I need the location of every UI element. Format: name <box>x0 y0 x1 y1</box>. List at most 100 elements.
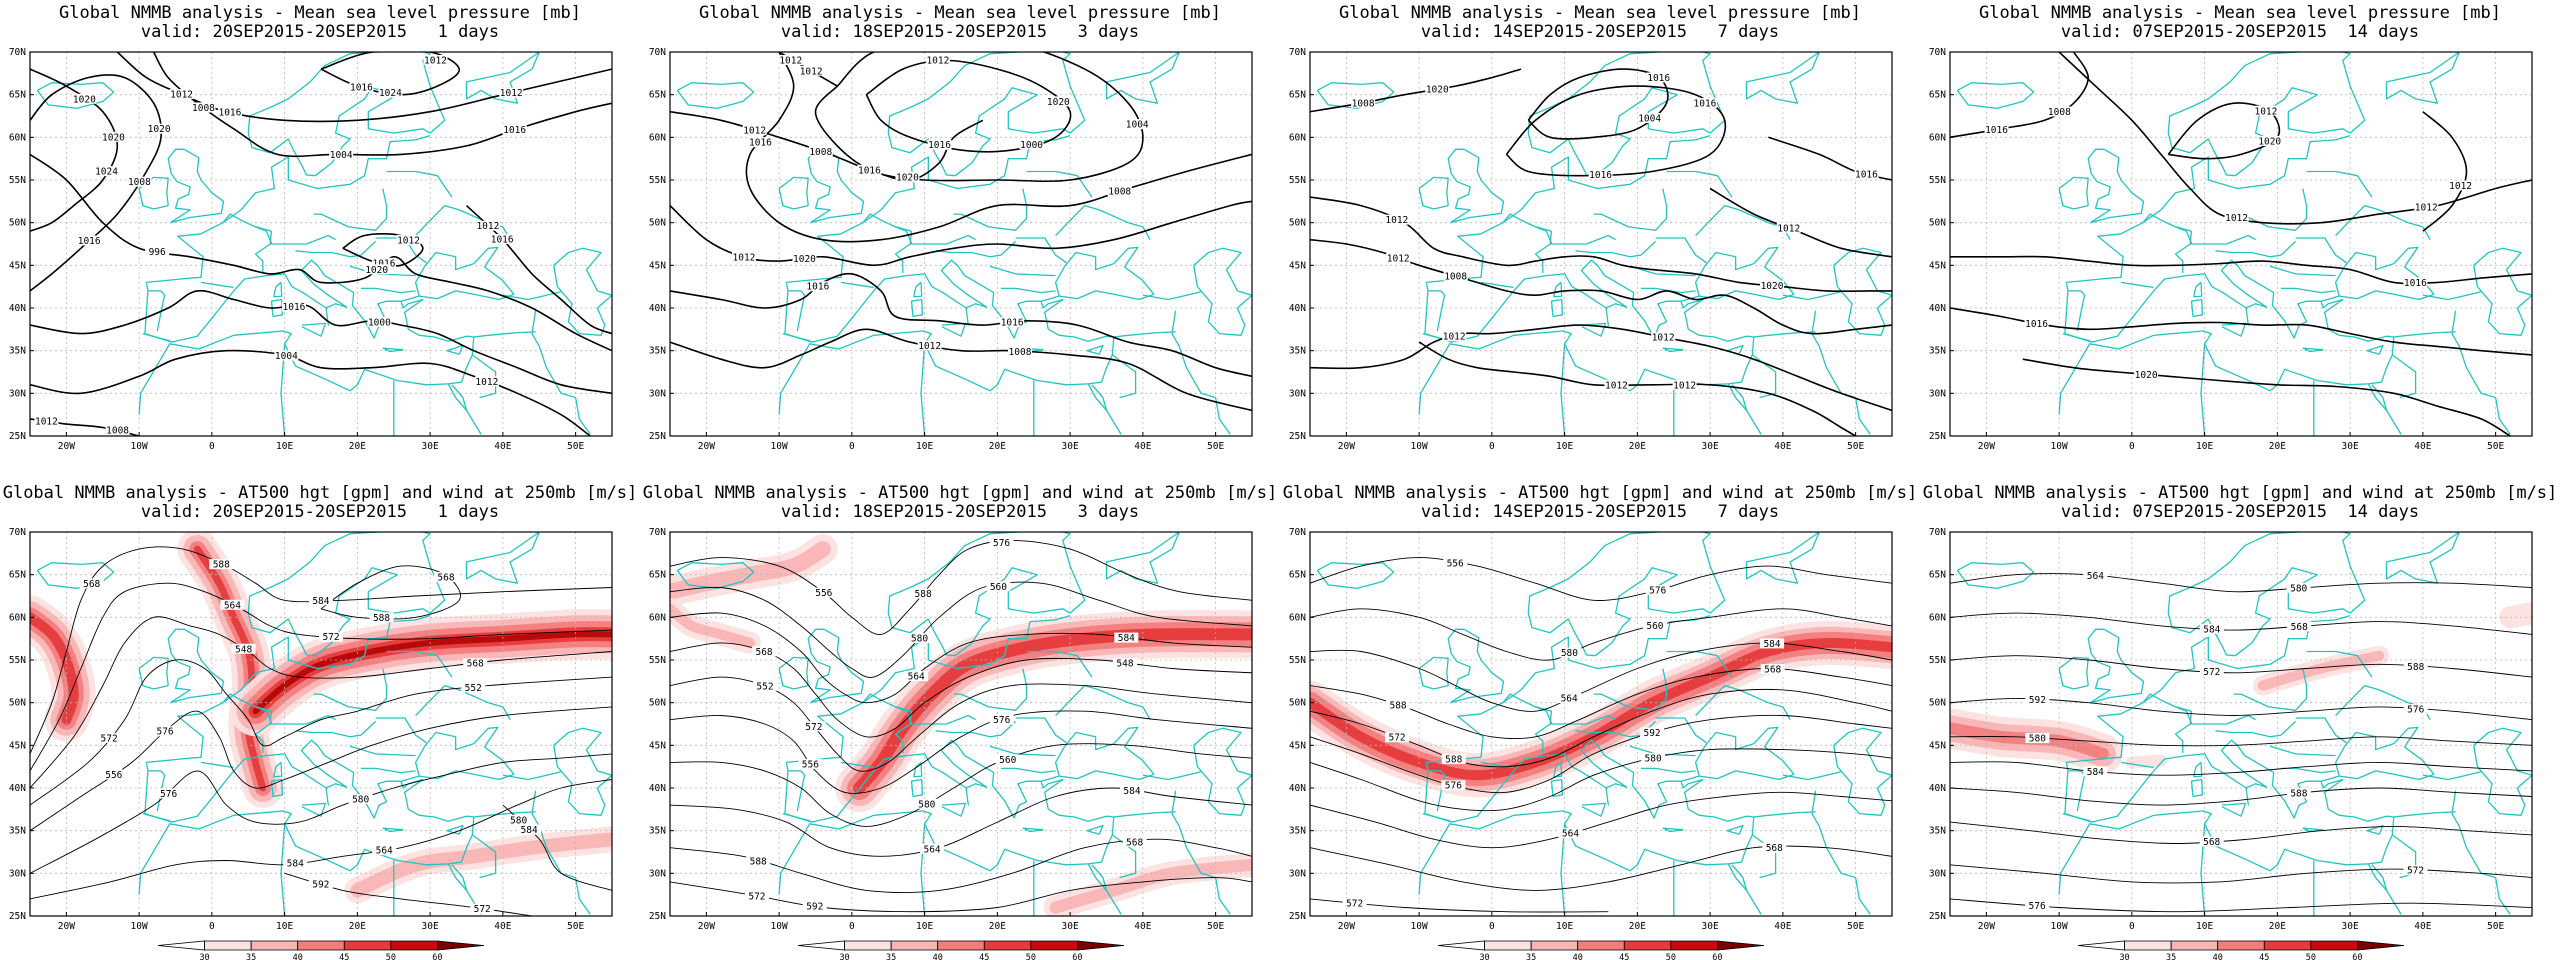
latitude-label: 60N <box>9 612 26 623</box>
contour-label: 560 <box>990 582 1007 593</box>
longitude-label: 40E <box>2414 441 2431 452</box>
coastline <box>1105 52 1180 104</box>
contour-line <box>1950 761 2532 776</box>
coastline <box>935 730 972 734</box>
contour-label-bg <box>502 124 527 135</box>
coastlines <box>1956 532 2532 916</box>
contour-label: 552 <box>756 681 773 692</box>
panel-valid-date: valid: 20SEP2015-20SEP2015 1 days <box>140 22 500 42</box>
contour-line <box>1950 821 2532 844</box>
coastline <box>2451 310 2482 394</box>
contour-label: 592 <box>312 879 329 890</box>
longitude-label: 50E <box>567 441 584 452</box>
contour-label: 572 <box>101 733 118 744</box>
contour-label: 564 <box>923 844 940 855</box>
colorbar-swatch <box>2310 940 2358 951</box>
contour-line <box>2167 102 2281 160</box>
coastline <box>910 298 924 318</box>
longitude-label: 20W <box>1338 441 1355 452</box>
contour-label: 584 <box>521 825 538 836</box>
contour-label-bg <box>105 425 130 435</box>
latitude-label: 40N <box>1929 303 1946 314</box>
colorbar-tick-label: 30 <box>839 953 849 960</box>
contour-label-bg <box>283 858 308 869</box>
longitude-label: 30E <box>2342 441 2359 452</box>
contour-label: 1012 <box>2415 203 2438 214</box>
coastline <box>2385 532 2460 584</box>
contour-line <box>30 753 612 874</box>
contour-label: 580 <box>1645 753 1662 764</box>
contour-label-bg <box>2403 661 2428 672</box>
contour-label: 1008 <box>1009 347 1032 358</box>
longitude-label: 50E <box>1207 921 1224 932</box>
contour-label-bg <box>470 903 495 914</box>
latitude-label: 50N <box>1289 698 1306 709</box>
contour-label-bg <box>145 246 170 257</box>
contour-label: 592 <box>1643 728 1660 739</box>
contour-line <box>2422 111 2468 232</box>
coastline <box>273 281 283 298</box>
coastline <box>862 693 913 753</box>
latitude-label: 30N <box>649 388 666 399</box>
contour-label-bg <box>2286 582 2311 593</box>
longitude-label: 40E <box>1774 441 1791 452</box>
contour-label-bg <box>1760 280 1785 291</box>
contour-label-bg <box>801 721 826 732</box>
longitude-label: 40E <box>2414 921 2431 932</box>
contour-line <box>2022 358 2511 436</box>
panel-z500-1: 568 572 548 552 556 576 564 568 572 580 584 564 568 5… <box>0 480 640 960</box>
coastline <box>1702 533 1726 614</box>
colorbar-tick-label: 50 <box>1666 953 1676 960</box>
coastline <box>2142 213 2193 273</box>
longitude-label: 20W <box>1978 921 1995 932</box>
contour-label-bg <box>904 670 929 681</box>
coastline <box>301 322 327 337</box>
contour-label: 1000 <box>368 317 391 328</box>
coastline <box>788 290 806 332</box>
coastline <box>2391 354 2417 399</box>
coastline <box>1424 614 1711 823</box>
coastline <box>910 714 976 725</box>
contour-label-bg <box>217 107 242 118</box>
coastline <box>2473 247 2532 336</box>
coastline <box>2190 234 2256 245</box>
contour-line <box>1950 655 2532 678</box>
contour-line <box>1310 238 1892 335</box>
contour-label: 1012 <box>397 235 420 246</box>
contour-label: 1012 <box>1652 333 1675 344</box>
contour-label-bg <box>1386 700 1411 711</box>
colorbar-tick-label: 60 <box>1712 953 1722 960</box>
latitude-label: 70N <box>1929 47 1946 58</box>
coastline <box>2335 204 2431 241</box>
coastline <box>1086 344 1104 355</box>
coastline <box>1662 827 1684 833</box>
colorbar-tick-label: 40 <box>293 953 303 960</box>
contour-label: 1016 <box>858 165 881 176</box>
contour-label-bg <box>371 257 396 268</box>
contour-label: 560 <box>1646 621 1663 632</box>
coastline <box>446 344 464 355</box>
latitude-label: 45N <box>649 260 666 271</box>
longitude-label: 0 <box>1489 441 1495 452</box>
coastline <box>920 823 926 916</box>
coastline <box>807 628 865 704</box>
longitude-label: 10E <box>916 441 933 452</box>
contour-label-bg <box>2403 704 2428 715</box>
contour-label-bg <box>798 758 823 769</box>
coastline <box>148 770 166 812</box>
coastline <box>1536 226 1553 244</box>
contour-label-bg <box>1046 96 1071 107</box>
coastline <box>2342 53 2366 134</box>
coastline <box>1055 684 1151 721</box>
coastline <box>1062 533 1086 614</box>
coastline <box>1745 532 1820 584</box>
contour-label: 1012 <box>2225 213 2248 224</box>
contour-line <box>1950 255 2532 285</box>
coastline <box>913 761 923 778</box>
coastline <box>896 706 913 724</box>
coastline <box>313 668 388 711</box>
panel-z500-7: 556 560 564 568 572 576 580 564 568 572 576 580 584 5… <box>1280 480 1920 960</box>
contour-label: 568 <box>467 659 484 670</box>
latitude-label: 55N <box>1289 175 1306 186</box>
panel-title: Global NMMB analysis - Mean sea level pr… <box>1979 3 2501 23</box>
